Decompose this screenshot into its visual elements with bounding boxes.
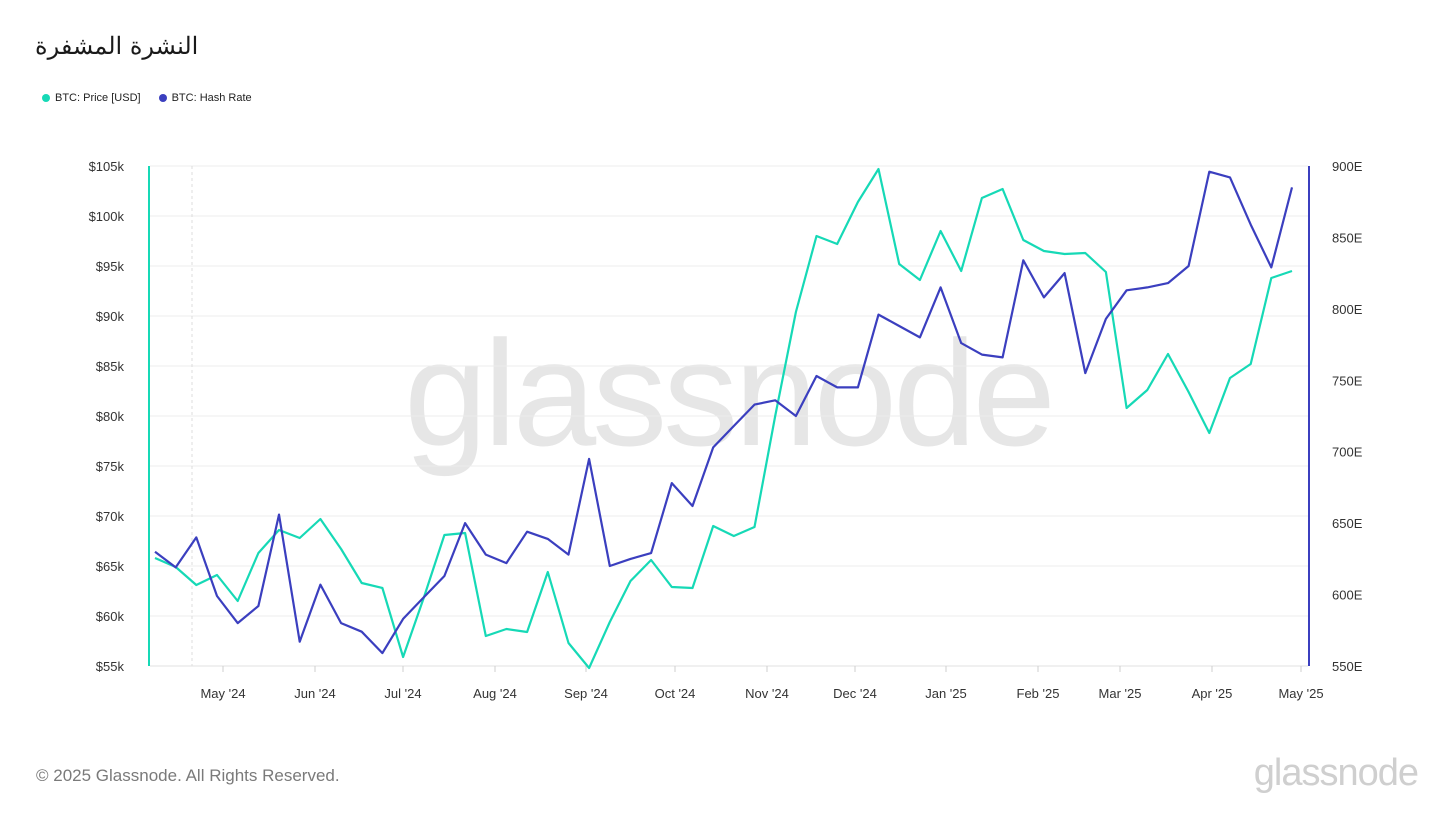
y-left-tick-label: $95k [96,259,125,274]
y-right-tick-label: 600E [1332,588,1363,603]
y-right-tick-label: 800E [1332,302,1363,317]
x-tick-label: Nov '24 [745,686,789,701]
y-right-tick-label: 650E [1332,516,1363,531]
y-right-tick-label: 750E [1332,373,1363,388]
legend-item-hash[interactable]: BTC: Hash Rate [158,92,252,104]
legend-item-price[interactable]: BTC: Price [USD] [42,92,141,104]
y-left-tick-label: $60k [96,609,125,624]
x-tick-label: Mar '25 [1099,686,1142,701]
legend-dot-hash [158,94,167,102]
x-tick-label: Apr '25 [1192,686,1233,701]
y-left-tick-label: $85k [96,359,125,374]
y-right-tick-label: 850E [1332,230,1363,245]
x-tick-label: Feb '25 [1017,686,1060,701]
y-left-tick-label: $65k [96,559,125,574]
x-tick-label: May '25 [1278,686,1323,701]
copyright-text: © 2025 Glassnode. All Rights Reserved. [36,766,340,785]
y-right-tick-label: 550E [1332,659,1363,674]
y-right-tick-label: 900E [1332,159,1363,174]
x-tick-label: Aug '24 [473,686,517,701]
series-line-price [154,167,1293,670]
x-tick-label: Jun '24 [294,686,336,701]
y-left-tick-label: $105k [89,159,125,174]
y-left-tick-label: $75k [96,459,125,474]
glassnode-logo: glassnode [1253,752,1419,794]
legend: BTC: Price [USD] BTC: Hash Rate [42,92,252,104]
x-tick-label: Dec '24 [833,686,877,701]
legend-label-hash: BTC: Hash Rate [171,92,252,104]
legend-label-price: BTC: Price [USD] [55,92,141,104]
x-tick-label: Sep '24 [564,686,608,701]
series-line-hash-rate [154,170,1294,655]
x-tick-label: May '24 [200,686,245,701]
x-tick-label: Jan '25 [925,686,967,701]
y-left-tick-label: $100k [89,209,125,224]
watermark-text: glassnode [404,309,1052,477]
y-left-tick-label: $90k [96,309,125,324]
y-left-tick-label: $70k [96,509,125,524]
chart-title: النشرة المشفرة [35,32,199,60]
x-tick-label: Oct '24 [655,686,696,701]
x-tick-label: Jul '24 [384,686,421,701]
legend-dot-price [42,94,50,102]
y-left-tick-label: $80k [96,409,125,424]
y-left-tick-label: $55k [96,659,125,674]
y-right-tick-label: 700E [1332,445,1363,460]
